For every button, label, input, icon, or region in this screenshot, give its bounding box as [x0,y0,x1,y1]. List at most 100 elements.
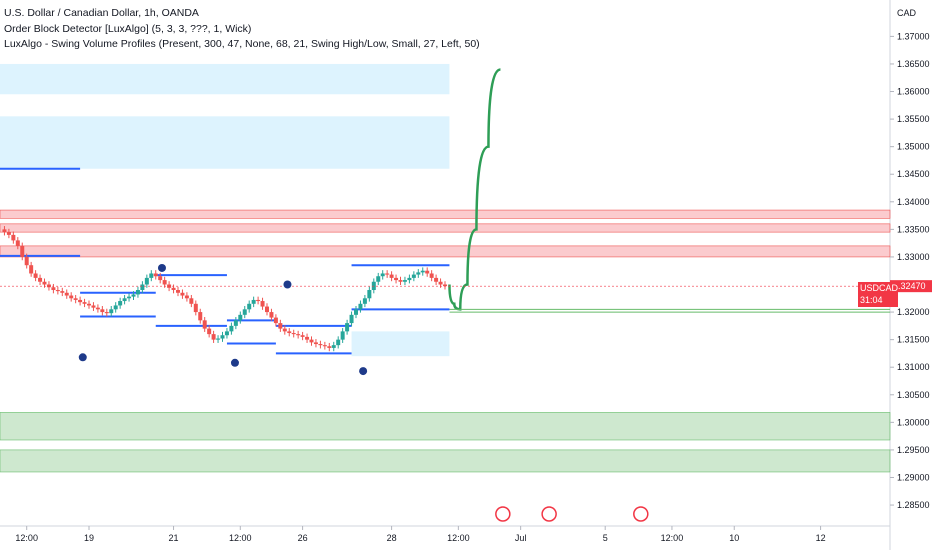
event-flag-icon[interactable] [541,506,557,522]
x-tick-label: 12:00 [229,533,252,543]
candle-body [2,229,7,233]
y-tick-label: 1.36500 [897,59,930,69]
y-tick-label: 1.29000 [897,472,930,482]
swing-high-marker[interactable] [157,263,166,272]
candle-body [131,294,136,297]
candle-body [309,339,314,343]
x-tick-label: 12:00 [661,533,684,543]
candle-body [229,325,234,332]
y-tick-label: 1.28500 [897,500,930,510]
x-tick-label: 12:00 [447,533,470,543]
swing-low-marker[interactable] [230,358,239,367]
candle-body [220,335,225,339]
candle-body [443,284,447,287]
candle-body [176,290,180,293]
candle-body [296,334,301,336]
candle-body [438,281,443,285]
y-tick-label: 1.31500 [897,335,930,345]
currency-label: CAD [897,8,917,18]
candle-body [24,256,29,266]
zone-green [0,449,891,473]
y-tick-label: 1.33500 [897,224,930,234]
zone-red [0,209,891,219]
x-tick-label: 10 [729,533,739,543]
candle-body [269,312,274,318]
candle-body [140,284,145,291]
candle-body [42,281,47,285]
price-tag-symbol: USDCAD [858,282,899,295]
y-tick-label: 1.34000 [897,197,930,207]
indicator-volume-profile[interactable]: LuxAlgo - Swing Volume Profiles (Present… [4,38,480,50]
zone-blue [0,116,450,169]
candle-body [144,277,149,285]
candle-body [207,328,212,335]
candle-body [180,292,185,296]
price-tag-countdown: 31:04 [858,294,898,307]
zone-red [0,223,891,233]
candle-body [29,265,34,274]
candle-body [305,336,310,340]
candle-body [55,290,60,292]
candle-body [260,301,265,307]
event-flag-icon[interactable] [633,506,649,522]
swing-low-marker[interactable] [78,353,87,362]
candle-body [198,312,203,321]
x-tick-label: 12:00 [15,533,38,543]
candle-body [362,298,367,304]
candle-body [216,338,221,340]
x-tick-label: 19 [84,533,94,543]
indicator-order-block[interactable]: Order Block Detector [LuxAlgo] (5, 3, 3,… [4,23,252,35]
candle-body [389,274,394,278]
candle-body [367,290,372,299]
x-tick-label: 26 [298,533,308,543]
candle-body [20,245,25,257]
y-tick-label: 1.32000 [897,307,930,317]
y-tick-label: 1.35500 [897,114,930,124]
candle-body [193,303,198,313]
candle-body [73,298,78,300]
candle-body [171,287,176,291]
y-tick-label: 1.30000 [897,417,930,427]
x-tick-label: 5 [603,533,608,543]
candle-body [135,290,140,295]
zone-red [0,245,891,258]
swing-low-marker[interactable] [359,367,368,376]
candle-body [38,277,43,282]
candle-body [242,309,247,315]
candle-body [224,331,229,336]
candle-body [202,320,207,329]
y-tick-label: 1.33000 [897,252,930,262]
candle-body [247,303,252,310]
swing-high-marker[interactable] [283,280,292,289]
candle-body [113,305,118,310]
x-tick-label: 21 [169,533,179,543]
candle-body [278,323,283,329]
price-axis-panel[interactable] [890,0,932,550]
projection-curve [448,68,501,311]
candle-body [256,299,261,302]
candle-body [313,342,318,345]
last-price-axis-tag [890,280,932,293]
y-tick-label: 1.29500 [897,445,930,455]
y-tick-label: 1.31000 [897,362,930,372]
candle-body [300,335,305,337]
candle-body [153,273,158,277]
candle-body [95,307,100,310]
symbol-title[interactable]: U.S. Dollar / Canadian Dollar, 1h, OANDA [4,7,199,19]
candle-body [273,317,278,324]
x-tick-label: Jul [515,533,527,543]
candle-body [380,273,385,277]
y-tick-label: 1.34500 [897,169,930,179]
candle-body [394,277,399,281]
x-tick-label: 28 [387,533,397,543]
candle-body [358,303,363,310]
candle-body [420,270,425,273]
y-tick-label: 1.37000 [897,31,930,41]
candle-body [33,273,38,278]
event-flag-icon[interactable] [495,506,511,522]
candle-body [104,312,109,314]
candle-body [345,323,350,332]
candle-body [87,303,91,306]
